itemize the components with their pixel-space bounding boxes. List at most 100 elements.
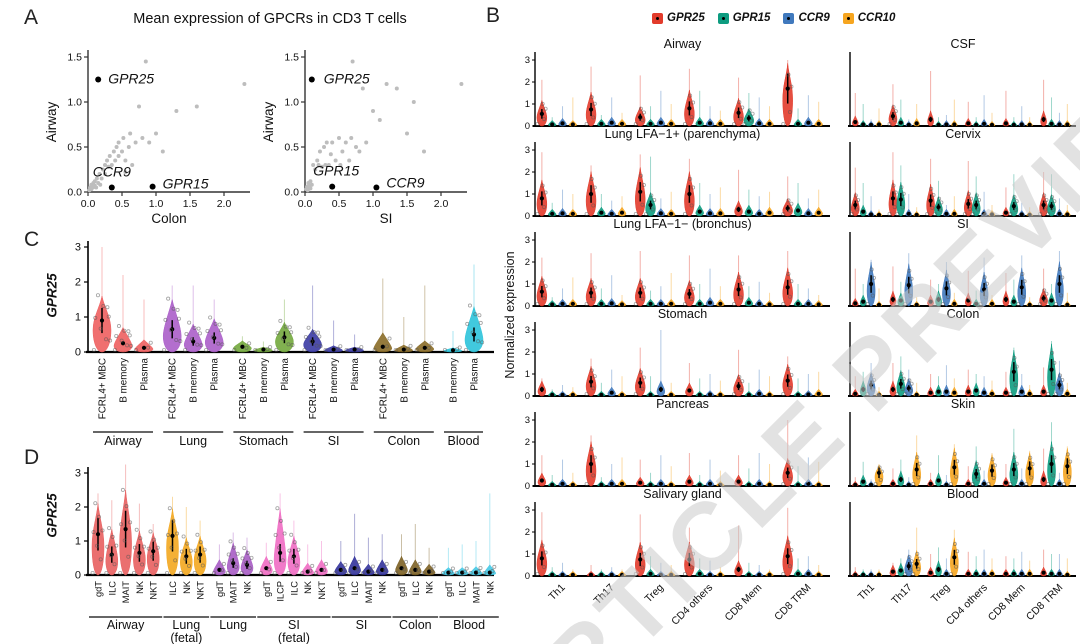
jitter-point xyxy=(689,297,694,302)
mean-dot xyxy=(1003,121,1009,126)
jitter-point xyxy=(688,177,693,182)
watermark: ARTICLE PREVIEW xyxy=(471,17,1080,644)
legend-item-GPR25: GPR25 xyxy=(652,12,705,24)
mean-dot xyxy=(853,119,858,125)
violin xyxy=(646,568,655,577)
violin xyxy=(92,295,112,353)
violin xyxy=(646,298,655,307)
cell-label: gdT xyxy=(397,581,407,597)
jitter-point xyxy=(542,565,547,570)
jitter-point xyxy=(691,551,696,556)
mean-dot xyxy=(936,567,941,572)
violin xyxy=(765,570,774,577)
mean-dot xyxy=(1019,122,1024,127)
mean-dot xyxy=(816,121,821,126)
mean-dot xyxy=(170,327,175,332)
mean-dot xyxy=(471,332,477,337)
mean-dot xyxy=(539,289,544,294)
mean-dot xyxy=(974,571,979,576)
jitter-point xyxy=(106,314,111,319)
jitter-point xyxy=(171,306,176,311)
violin xyxy=(373,332,393,353)
mean-dot xyxy=(473,570,479,575)
tissue-group-label: SI xyxy=(328,434,340,448)
mean-dot xyxy=(906,122,911,127)
mean-dot xyxy=(1027,212,1032,217)
jitter-point xyxy=(749,118,754,123)
violin xyxy=(548,120,557,127)
celltype-label: Th1 xyxy=(856,582,877,603)
violin xyxy=(635,368,646,397)
violin xyxy=(568,390,578,397)
jitter-point xyxy=(688,93,693,98)
jitter-point xyxy=(737,275,742,280)
violin xyxy=(1047,194,1056,217)
mean-dot xyxy=(952,390,957,395)
violin xyxy=(744,204,754,217)
violin xyxy=(585,366,597,397)
violin xyxy=(1048,118,1055,127)
jitter-point xyxy=(289,532,294,537)
jitter-point xyxy=(908,293,913,298)
violin xyxy=(935,120,942,127)
jitter-point xyxy=(1052,360,1057,365)
violin xyxy=(455,567,469,576)
jitter-point xyxy=(323,561,328,566)
jitter-point xyxy=(991,476,996,481)
jitter-point xyxy=(374,571,379,576)
mean-dot xyxy=(981,571,987,576)
cell-label: Plasma xyxy=(210,357,221,390)
mean-dot xyxy=(1003,480,1009,485)
mean-dot xyxy=(795,208,801,213)
violin xyxy=(395,555,408,576)
violin xyxy=(213,559,226,576)
mean-dot xyxy=(876,302,882,307)
jitter-point xyxy=(893,109,898,114)
violin xyxy=(852,297,859,307)
violin xyxy=(548,570,557,577)
mean-dot xyxy=(588,572,594,578)
violin xyxy=(1026,300,1033,307)
mean-dot xyxy=(944,122,949,127)
violin xyxy=(888,104,898,127)
scatter-point xyxy=(106,164,111,169)
mean-dot xyxy=(853,391,858,396)
jitter-point xyxy=(1014,364,1019,369)
mean-dot xyxy=(1041,389,1046,394)
violin xyxy=(859,119,867,127)
jitter-point xyxy=(478,565,483,570)
mean-dot xyxy=(231,561,236,566)
violin xyxy=(867,480,875,487)
jitter-point xyxy=(268,345,273,350)
jitter-point xyxy=(480,340,485,345)
jitter-point xyxy=(873,481,878,486)
jitter-point xyxy=(240,556,245,561)
jitter-point xyxy=(454,571,459,576)
tissue-title: Colon xyxy=(947,307,980,321)
gene-point xyxy=(308,76,315,83)
cell-label: ILC xyxy=(411,581,421,596)
mean-dot xyxy=(928,117,933,122)
jitter-point xyxy=(431,564,436,569)
jitter-point xyxy=(644,211,649,216)
violin xyxy=(814,206,823,217)
mean-dot xyxy=(757,301,762,306)
mean-dot xyxy=(1057,382,1062,388)
jitter-point xyxy=(891,183,896,188)
violin xyxy=(935,384,942,397)
jitter-point xyxy=(287,548,292,553)
jitter-point xyxy=(125,343,130,348)
jitter-point xyxy=(1042,288,1047,293)
mean-dot xyxy=(906,482,911,487)
mean-dot xyxy=(291,554,296,559)
mean-dot xyxy=(427,569,432,574)
mean-dot xyxy=(974,388,979,393)
violin xyxy=(852,115,859,127)
y-tick-label: 0.5 xyxy=(284,142,299,154)
jitter-point xyxy=(213,321,218,326)
violin xyxy=(667,390,676,397)
violin xyxy=(585,441,597,487)
celltype-label: CD4 others xyxy=(669,582,715,628)
violin xyxy=(597,570,606,577)
mean-dot xyxy=(952,211,957,216)
